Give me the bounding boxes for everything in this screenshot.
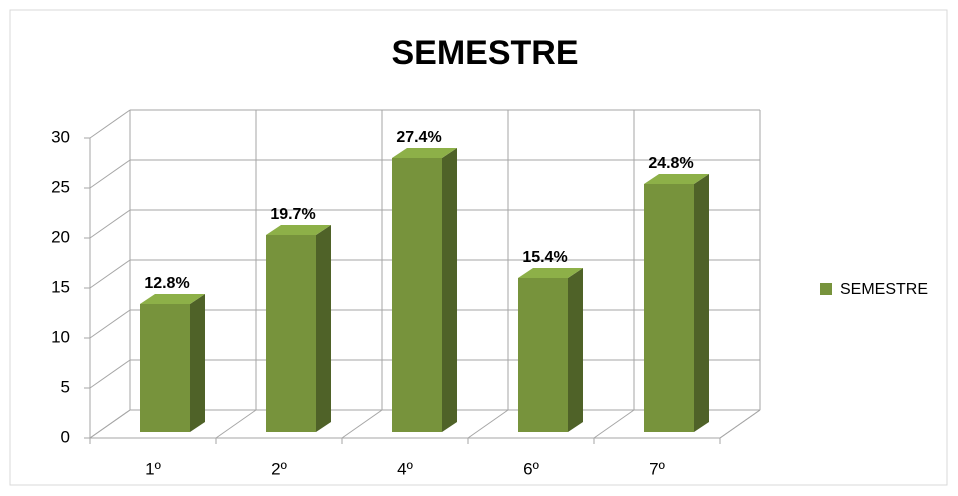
floor-divider [215, 409, 257, 439]
chart-border [9, 9, 948, 486]
y-tick-label: 20 [51, 227, 70, 246]
y-tick-label: 0 [61, 427, 70, 446]
grid-line [89, 409, 131, 439]
bar [644, 184, 694, 432]
grid-line [89, 159, 131, 189]
x-tick-label: 4º [397, 459, 413, 478]
bar [518, 278, 568, 432]
x-tick-label: 6º [523, 459, 539, 478]
floor-divider [467, 409, 509, 439]
floor-divider [341, 409, 383, 439]
bar-side [316, 225, 331, 432]
bar-top [392, 148, 457, 158]
y-tick-label: 10 [51, 327, 70, 346]
y-tick-label: 25 [51, 177, 70, 196]
grid-line [89, 259, 131, 289]
bar-top [518, 268, 583, 278]
bar-side [442, 148, 457, 432]
bar-side [694, 174, 709, 432]
floor-divider [593, 409, 635, 439]
legend-label: SEMESTRE [840, 281, 928, 298]
value-label: 27.4% [396, 129, 441, 146]
grid-line [89, 109, 131, 139]
grid-line [89, 359, 131, 389]
floor-divider [719, 409, 761, 439]
y-tick-label: 5 [61, 377, 70, 396]
bar-side [190, 294, 205, 432]
bar [140, 304, 190, 432]
grid-line [89, 309, 131, 339]
legend-swatch [820, 283, 832, 295]
x-tick-label: 1º [145, 459, 161, 478]
chart-title: SEMESTRE [391, 34, 578, 72]
value-label: 24.8% [648, 155, 693, 172]
bar [266, 235, 316, 432]
y-tick-label: 15 [51, 277, 70, 296]
bar-top [266, 225, 331, 235]
value-label: 12.8% [144, 275, 189, 292]
bar [392, 158, 442, 432]
y-tick-label: 30 [51, 127, 70, 146]
bar-top [644, 174, 709, 184]
value-label: 19.7% [270, 206, 315, 223]
bar-top [140, 294, 205, 304]
value-label: 15.4% [522, 249, 567, 266]
bar-side [568, 268, 583, 432]
x-tick-label: 2º [271, 459, 287, 478]
x-tick-label: 7º [649, 459, 665, 478]
grid-line [89, 209, 131, 239]
